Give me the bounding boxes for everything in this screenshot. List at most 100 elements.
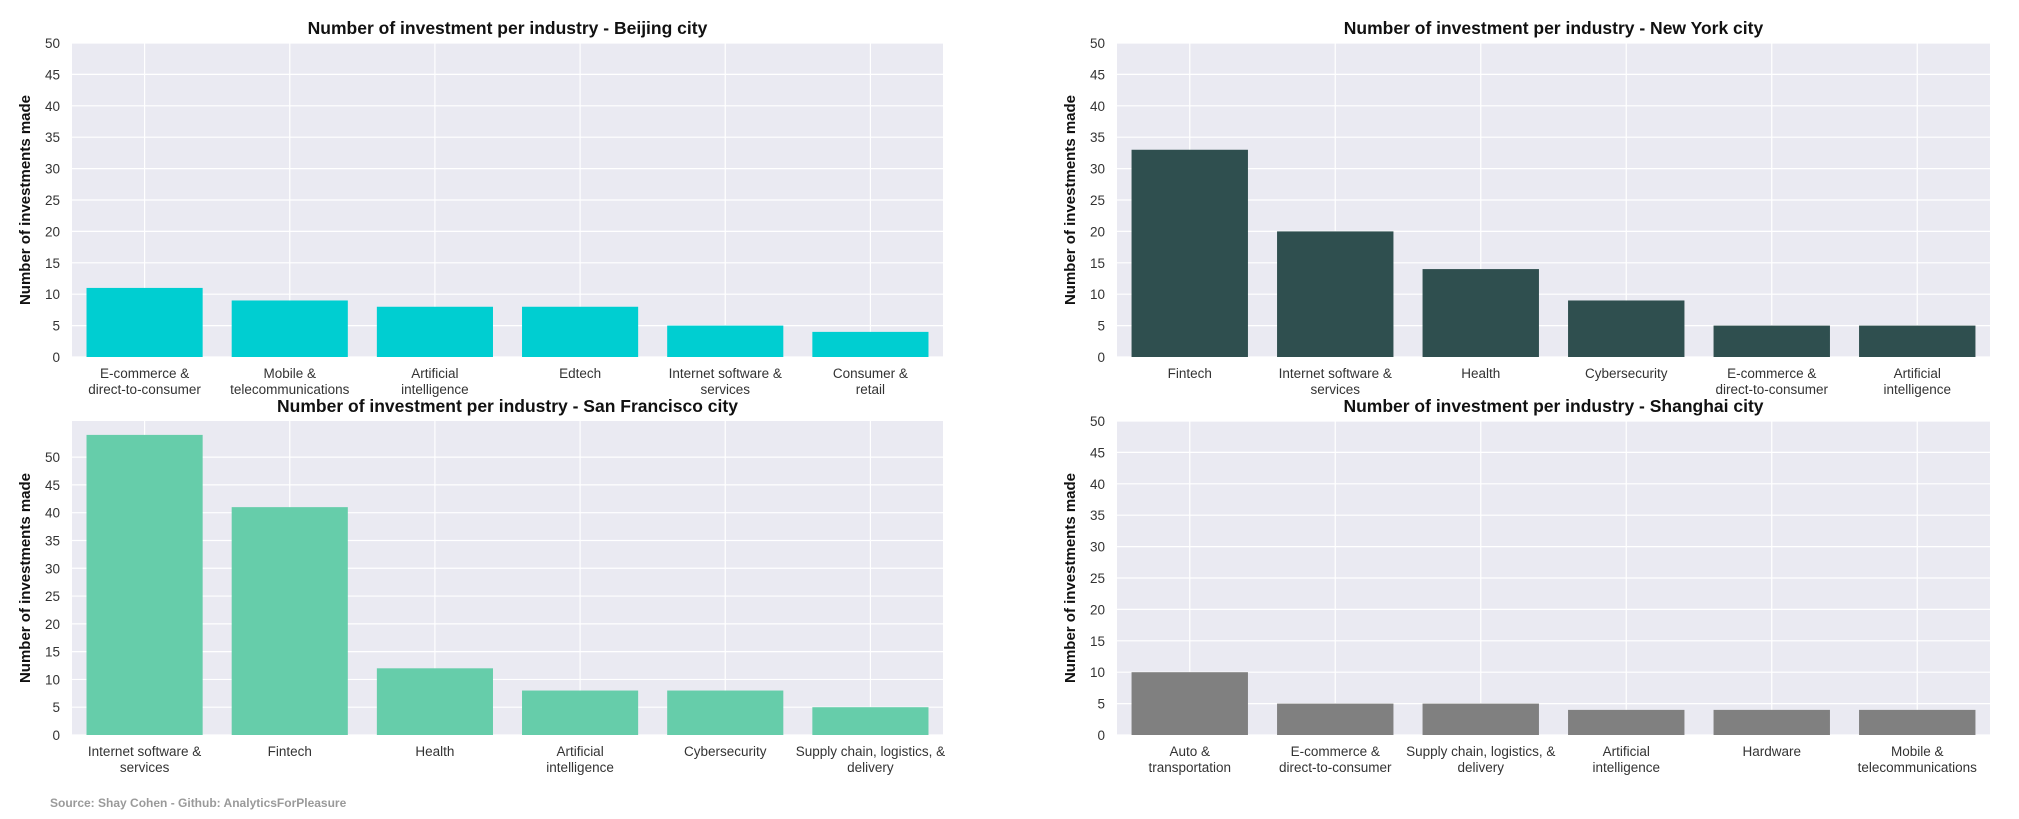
y-tick-label: 20 <box>1090 224 1105 239</box>
y-tick-label: 10 <box>1090 287 1105 302</box>
y-tick-label: 40 <box>45 506 60 521</box>
x-tick-label: E-commerce & direct-to-consumer <box>1715 366 1828 397</box>
plot-area <box>72 421 943 735</box>
y-tick-label: 50 <box>45 450 60 465</box>
y-axis-label: Number of investments made <box>1062 95 1079 305</box>
x-tick-label: Health <box>1461 366 1500 381</box>
bar <box>1131 672 1248 735</box>
y-tick-label: 40 <box>1090 477 1105 492</box>
bar <box>1713 325 1830 357</box>
x-tick-label: E-commerce & direct-to-consumer <box>88 366 201 397</box>
y-tick-label: 10 <box>45 672 60 687</box>
bar <box>376 306 493 357</box>
x-tick-label: Mobile & telecommunications <box>1858 744 1978 775</box>
bar <box>231 507 348 735</box>
bar <box>667 325 784 357</box>
x-tick-label: Supply chain, logistics, & delivery <box>796 744 945 775</box>
y-tick-label: 35 <box>1090 130 1105 145</box>
x-tick-label: Artificial intelligence <box>1883 366 1951 397</box>
bar <box>1568 300 1685 357</box>
chart-title: Number of investment per industry - Shan… <box>1343 396 1763 416</box>
x-tick-label: Consumer & retail <box>833 366 908 397</box>
y-tick-label: 50 <box>45 36 60 51</box>
y-tick-label: 30 <box>45 561 60 576</box>
y-tick-label: 0 <box>52 350 60 365</box>
bar <box>1131 149 1248 357</box>
y-tick-label: 0 <box>1097 350 1105 365</box>
y-tick-label: 45 <box>45 478 60 493</box>
y-tick-label: 15 <box>45 256 60 271</box>
x-tick-label: Auto & transportation <box>1148 744 1231 775</box>
y-tick-label: 0 <box>1097 728 1105 743</box>
y-tick-label: 45 <box>45 67 60 82</box>
x-tick-label: Internet software & services <box>669 366 782 397</box>
y-tick-label: 15 <box>1090 256 1105 271</box>
source-note: Source: Shay Cohen - Github: AnalyticsFo… <box>50 796 347 810</box>
y-tick-label: 40 <box>45 99 60 114</box>
y-tick-label: 25 <box>1090 193 1105 208</box>
y-axis-label: Number of investments made <box>17 95 34 305</box>
y-tick-label: 20 <box>45 617 60 632</box>
bar <box>1277 703 1394 735</box>
bar <box>1568 709 1685 735</box>
y-tick-label: 35 <box>45 533 60 548</box>
y-tick-label: 5 <box>1097 697 1105 712</box>
chart-new-york: 0 5 10 15 20 25 30 35 40 45 50 Fintech Internet soft… <box>1062 18 1990 397</box>
chart-beijing: 0 5 10 15 20 25 30 35 40 45 50 E-commerce & direct-t… <box>17 18 943 397</box>
chart-title: Number of investment per industry - New … <box>1344 18 1764 38</box>
chart-san-francisco: 0 5 10 15 20 25 30 35 40 45 50 Internet software & s… <box>17 396 945 775</box>
y-axis-label: Number of investments made <box>1062 473 1079 683</box>
y-tick-label: 25 <box>45 193 60 208</box>
bar <box>1713 709 1830 735</box>
bar <box>1859 709 1976 735</box>
y-tick-label: 45 <box>1090 67 1105 82</box>
x-tick-label: Artificial intelligence <box>401 366 469 397</box>
bar <box>667 690 784 735</box>
y-tick-label: 20 <box>1090 602 1105 617</box>
bar <box>1422 269 1539 357</box>
y-tick-label: 30 <box>1090 540 1105 555</box>
chart-title: Number of investment per industry - San … <box>277 396 738 416</box>
x-tick-label: Supply chain, logistics, & delivery <box>1406 744 1555 775</box>
bar <box>522 306 639 357</box>
y-tick-label: 30 <box>45 162 60 177</box>
y-tick-label: 15 <box>1090 634 1105 649</box>
y-tick-label: 5 <box>52 319 60 334</box>
x-tick-label: Mobile & telecommunications <box>230 366 350 397</box>
y-tick-label: 15 <box>45 645 60 660</box>
x-tick-label: Internet software & services <box>88 744 201 775</box>
y-axis-label: Number of investments made <box>17 473 34 683</box>
bar <box>812 331 929 357</box>
x-tick-label: E-commerce & direct-to-consumer <box>1279 744 1392 775</box>
y-tick-label: 25 <box>1090 571 1105 586</box>
y-tick-label: 35 <box>45 130 60 145</box>
y-tick-label: 10 <box>1090 665 1105 680</box>
chart-title: Number of investment per industry - Beij… <box>308 18 708 38</box>
y-tick-label: 0 <box>52 728 60 743</box>
x-tick-label: Internet software & services <box>1279 366 1392 397</box>
x-tick-label: Artificial intelligence <box>1592 744 1660 775</box>
chart-shanghai: 0 5 10 15 20 25 30 35 40 45 50 Auto & transportation… <box>1062 396 1990 775</box>
y-tick-label: 5 <box>1097 319 1105 334</box>
y-tick-label: 10 <box>45 287 60 302</box>
bar <box>1277 231 1394 357</box>
y-tick-label: 25 <box>45 589 60 604</box>
x-tick-label: Cybersecurity <box>684 744 767 759</box>
bar <box>522 690 639 735</box>
x-tick-label: Artificial intelligence <box>546 744 614 775</box>
x-tick-label: Health <box>415 744 454 759</box>
bar <box>376 668 493 735</box>
bar <box>86 287 203 357</box>
bar <box>1422 703 1539 735</box>
x-tick-label: Fintech <box>268 744 312 759</box>
x-tick-label: Edtech <box>559 366 601 381</box>
y-tick-label: 50 <box>1090 36 1105 51</box>
bar <box>86 434 203 735</box>
y-tick-label: 20 <box>45 224 60 239</box>
x-tick-label: Hardware <box>1742 744 1801 759</box>
y-tick-label: 35 <box>1090 508 1105 523</box>
y-tick-label: 45 <box>1090 445 1105 460</box>
bar <box>812 707 929 735</box>
y-tick-label: 5 <box>52 700 60 715</box>
